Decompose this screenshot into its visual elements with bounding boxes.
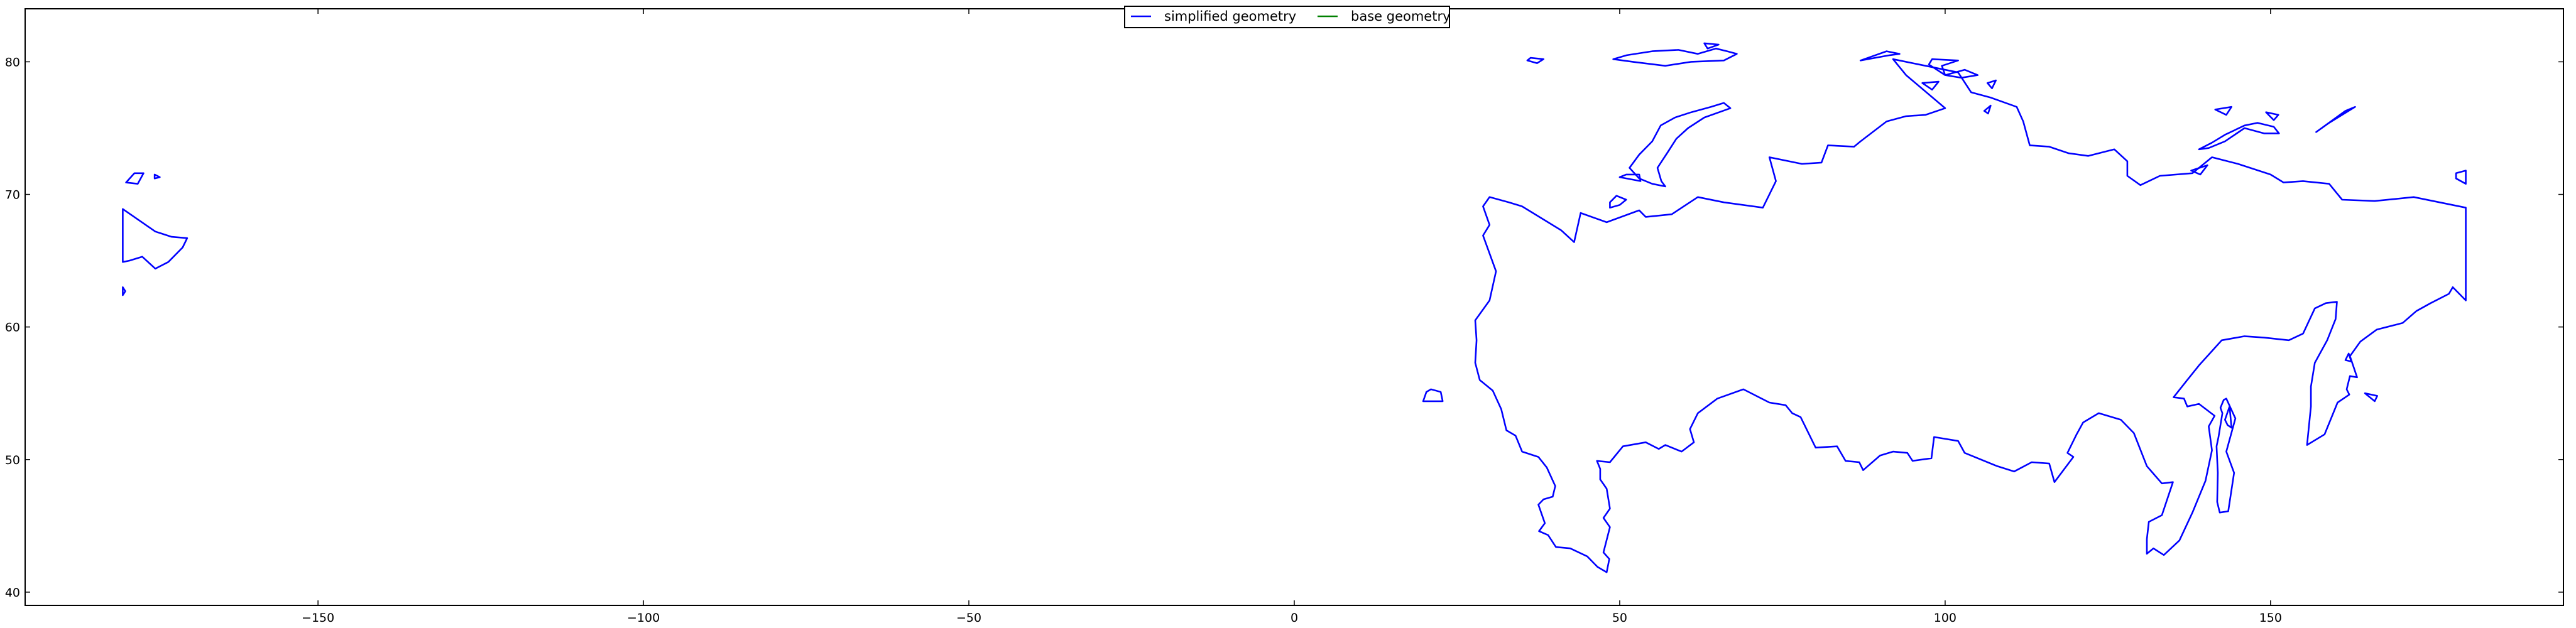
geometry-layer: [122, 42, 2467, 573]
geometry-polygon: [1474, 58, 2467, 573]
geometry-polygon: [2214, 106, 2232, 116]
y-tick-label: 70: [5, 188, 20, 202]
geometry-polygon: [1629, 102, 1732, 188]
axes-frame: [25, 8, 2564, 606]
geometry-polygon: [122, 286, 126, 296]
geometry-polygon: [125, 172, 145, 185]
geometry-polygon: [2198, 122, 2280, 151]
geometry-polygon: [1609, 195, 1627, 209]
geometry-polygon: [1928, 58, 1978, 79]
geometry-polygon: [1859, 50, 1901, 62]
legend-label-simplified-geometry: simplified geometry: [1164, 9, 1296, 24]
geometry-polygon: [153, 173, 161, 180]
y-tick-label: 60: [5, 321, 20, 335]
y-tick-label: 80: [5, 55, 20, 69]
x-tick-label: −150: [302, 611, 334, 625]
geometry-polygon: [2344, 352, 2352, 362]
legend: simplified geometry base geometry: [1124, 6, 1451, 28]
x-tick-label: 0: [1291, 611, 1298, 625]
x-axis: −150 −100 −50 0 50 100 150: [302, 9, 2282, 625]
geometry-polygon: [2265, 111, 2279, 121]
geometry-polygon: [2190, 164, 2208, 176]
geometry-polygon: [1986, 79, 1997, 89]
legend-box: [1124, 6, 1450, 28]
geometry-polygon: [1612, 48, 1738, 67]
plot-area: [25, 8, 2564, 606]
geometry-polygon: [1703, 42, 1720, 50]
geometry-polygon: [1983, 104, 1992, 115]
x-tick-label: 150: [2259, 611, 2282, 625]
x-tick-label: −100: [627, 611, 660, 625]
geometry-polygon: [2455, 170, 2467, 185]
legend-label-base-geometry: base geometry: [1351, 9, 1451, 24]
geometry-polygon: [1921, 80, 1940, 91]
x-tick-label: 100: [1934, 611, 1957, 625]
y-axis: 40 50 60 70 80: [5, 55, 2563, 600]
series-simplified-geometry: [122, 42, 2467, 573]
y-tick-label: 40: [5, 586, 20, 600]
geometry-polygon: [122, 208, 188, 270]
geometry-polygon: [2315, 106, 2356, 133]
x-tick-label: 50: [1612, 611, 1627, 625]
geometry-polygon: [2215, 398, 2237, 514]
geometry-polygon: [1618, 173, 1642, 182]
geometry-polygon: [2364, 392, 2378, 403]
y-tick-label: 50: [5, 453, 20, 467]
geometry-polygon: [2224, 405, 2232, 429]
x-tick-label: −50: [956, 611, 981, 625]
geometry-polygon: [1526, 57, 1544, 64]
geometry-polygon: [1422, 388, 1444, 403]
